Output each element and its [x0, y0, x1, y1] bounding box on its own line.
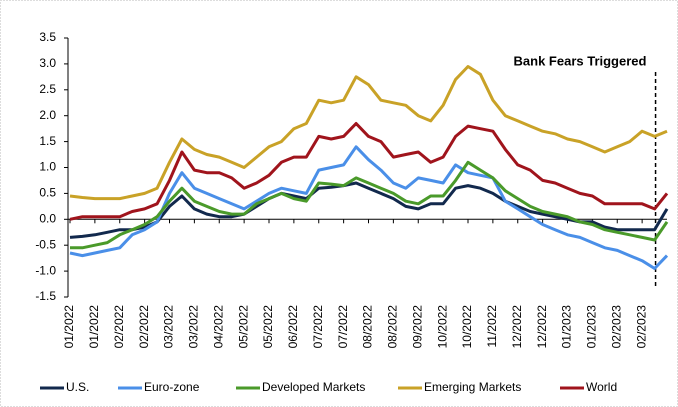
y-tick-label: 1.0 — [39, 160, 56, 174]
x-tick-label: 01/2023 — [560, 305, 574, 349]
y-tick-label: 3.0 — [39, 56, 56, 70]
x-tick-label: 07/2022 — [311, 305, 325, 349]
series-line — [69, 65, 668, 201]
x-tick-label: 08/2022 — [361, 305, 375, 349]
x-tick-label: 05/2022 — [236, 305, 250, 349]
y-tick-label: 3.5 — [39, 30, 56, 44]
x-tick-label: 02/2023 — [609, 305, 623, 349]
x-tick-label: 10/2022 — [435, 305, 449, 349]
x-tick-label: 06/2022 — [286, 305, 300, 349]
y-tick-label: -1.5 — [35, 289, 56, 303]
x-tick-label: 01/2022 — [87, 305, 101, 349]
legend-label: World — [586, 380, 617, 394]
x-tick-label: 02/2022 — [137, 305, 151, 349]
series-line — [70, 160, 669, 250]
x-tick-label: 03/2022 — [162, 305, 176, 349]
x-tick-label: 02/2023 — [634, 305, 648, 349]
x-tick-label: 02/2022 — [112, 305, 126, 349]
x-tick-label: 09/2022 — [410, 305, 424, 349]
x-tick-label: 11/2022 — [485, 305, 499, 348]
x-tick-label: 12/2022 — [535, 305, 549, 349]
legend-label: Emerging Markets — [424, 380, 521, 394]
x-tick-label: 10/2022 — [460, 305, 474, 349]
y-tick-label: 2.5 — [39, 82, 56, 96]
x-tick-label: 07/2022 — [336, 305, 350, 349]
series-line — [69, 181, 669, 239]
x-tick-label: 04/2022 — [211, 305, 225, 349]
y-tick-label: 1.5 — [39, 134, 56, 148]
x-tick-label: 01/2022 — [62, 305, 76, 349]
x-tick-label: 03/2022 — [187, 305, 201, 349]
x-tick-label: 12/2022 — [510, 305, 524, 349]
y-tick-label: -1.0 — [35, 263, 56, 277]
legend-label: Euro-zone — [144, 380, 200, 394]
y-tick-label: 2.0 — [39, 108, 56, 122]
y-tick-label: -0.5 — [35, 237, 56, 251]
x-tick-label: 08/2022 — [386, 305, 400, 349]
legend-label: Developed Markets — [262, 380, 365, 394]
series-line — [69, 145, 669, 270]
legend-label: U.S. — [66, 380, 89, 394]
x-tick-label: 01/2023 — [585, 305, 599, 349]
x-tick-label: 05/2022 — [261, 305, 275, 349]
y-tick-label: 0.0 — [39, 211, 56, 225]
series-line — [69, 122, 669, 221]
annotation: Bank Fears Triggered — [514, 53, 647, 68]
y-tick-label: 0.5 — [39, 186, 56, 200]
